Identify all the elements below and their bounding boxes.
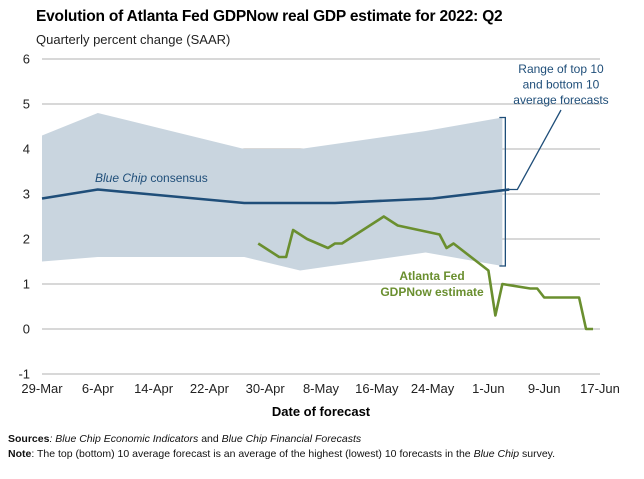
range-bracket xyxy=(499,116,506,267)
sources-line: Sources: Blue Chip Economic Indicators a… xyxy=(8,433,361,445)
gdpnow-annotation-line: GDPNow estimate xyxy=(380,285,484,299)
x-tick-label: 30-Apr xyxy=(246,381,286,396)
sources-source-2: Blue Chip Financial Forecasts xyxy=(221,433,362,445)
x-tick-label: 29-Mar xyxy=(21,381,63,396)
y-tick-label: 2 xyxy=(23,232,30,247)
x-tick-label: 8-May xyxy=(303,381,340,396)
sources-source-1: Blue Chip Economic Indicators xyxy=(55,433,199,445)
consensus-annotation-italic: Blue Chip xyxy=(95,171,147,185)
x-tick-label: 24-May xyxy=(411,381,455,396)
x-tick-label: 17-Jun xyxy=(580,381,620,396)
x-axis-label: Date of forecast xyxy=(272,404,371,419)
y-tick-label: -1 xyxy=(18,367,30,382)
note-label: Note xyxy=(8,448,32,460)
band-annotation-leader xyxy=(505,109,562,191)
y-tick-label: 1 xyxy=(23,277,30,292)
consensus-annotation: Blue Chip consensus xyxy=(95,171,208,185)
band-annotation-line: and bottom 10 xyxy=(523,78,600,92)
y-tick-label: 3 xyxy=(23,187,30,202)
x-tick-label: 22-Apr xyxy=(190,381,230,396)
consensus-line xyxy=(41,188,510,205)
x-tick-label: 14-Apr xyxy=(134,381,174,396)
note-blue-chip: Blue Chip xyxy=(473,448,520,460)
y-tick-label: 0 xyxy=(23,322,30,337)
sources-colon: : xyxy=(49,433,56,445)
y-tick-label: 5 xyxy=(23,97,30,112)
sources-and: and xyxy=(198,433,222,445)
chart-subtitle: Quarterly percent change (SAAR) xyxy=(36,32,231,47)
consensus-annotation-rest: consensus xyxy=(147,171,208,185)
sources-label: Sources xyxy=(8,433,50,445)
note-text: : The top (bottom) 10 average forecast i… xyxy=(31,448,474,460)
gdpnow-line xyxy=(257,215,594,331)
y-tick-label: 6 xyxy=(23,52,30,67)
chart-title: Evolution of Atlanta Fed GDPNow real GDP… xyxy=(36,8,503,25)
x-tick-label: 1-Jun xyxy=(472,381,505,396)
band-annotation-line: Range of top 10 xyxy=(518,62,604,76)
gdpnow-annotation-line: Atlanta Fed xyxy=(399,269,464,283)
x-tick-label: 6-Apr xyxy=(82,381,114,396)
x-tick-label: 9-Jun xyxy=(528,381,561,396)
x-tick-label: 16-May xyxy=(355,381,399,396)
y-tick-label: 4 xyxy=(23,142,30,157)
range-band xyxy=(42,113,503,271)
band-annotation-line: average forecasts xyxy=(513,93,608,107)
note-line: Note: The top (bottom) 10 average foreca… xyxy=(8,448,555,460)
note-end: survey. xyxy=(519,448,556,460)
